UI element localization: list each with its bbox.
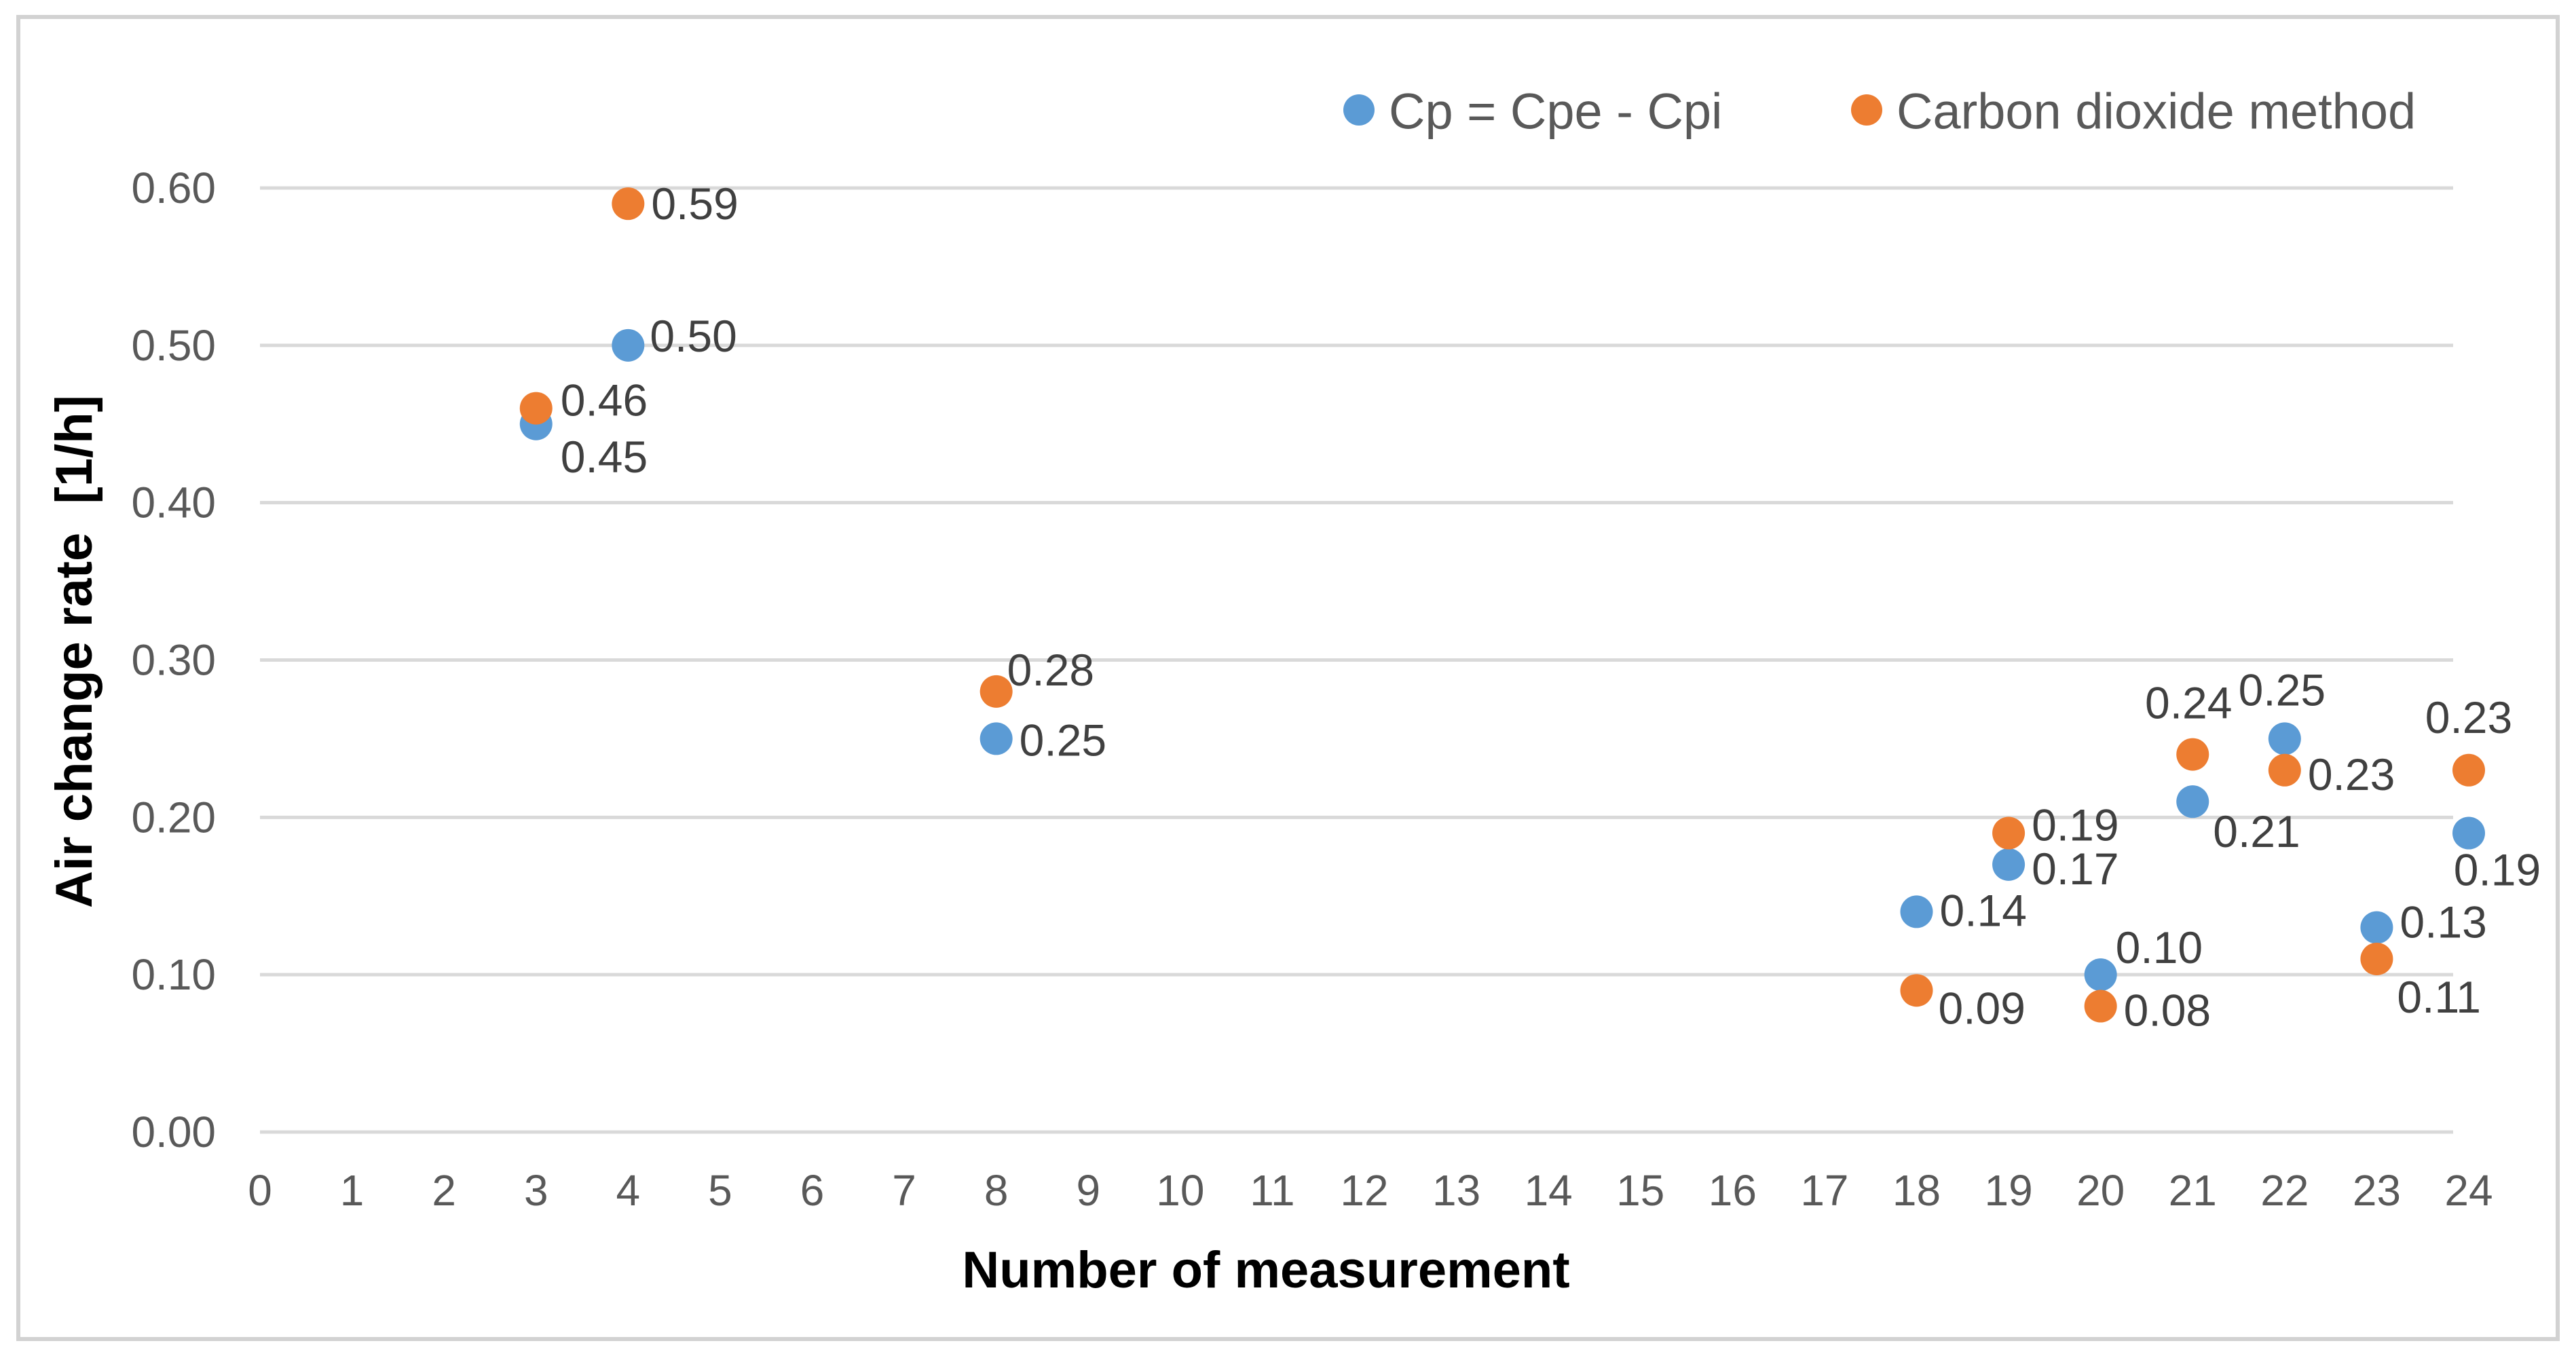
x-tick-label-22: 22 <box>2260 1166 2309 1215</box>
x-tick-label-14: 14 <box>1525 1166 1573 1215</box>
data-label-series2-x21: 0.24 <box>2145 678 2232 728</box>
x-tick-label-21: 21 <box>2169 1166 2217 1215</box>
x-tick-label-12: 12 <box>1340 1166 1388 1215</box>
x-tick-label-2: 2 <box>432 1166 456 1215</box>
legend-marker-co2-series <box>1851 94 1882 126</box>
data-label-series2-x23: 0.11 <box>2397 972 2481 1022</box>
data-label-series2-x18: 0.09 <box>1939 983 2026 1033</box>
x-tick-label-5: 5 <box>708 1166 732 1215</box>
y-tick-label-0.60: 0.60 <box>131 164 216 212</box>
data-label-series1-x8: 0.25 <box>1020 715 1106 765</box>
data-label-series1-x4: 0.50 <box>650 311 736 361</box>
data-point-series2-x22 <box>2268 753 2301 787</box>
x-tick-label-17: 17 <box>1800 1166 1848 1215</box>
data-label-series2-x20: 0.08 <box>2124 985 2211 1036</box>
data-label-series1-x19: 0.17 <box>2032 844 2118 894</box>
data-point-series1-x4 <box>612 328 645 362</box>
data-label-series1-x22: 0.25 <box>2239 664 2326 715</box>
data-label-series2-x3: 0.46 <box>561 375 648 426</box>
data-point-series1-x18 <box>1900 895 1933 928</box>
data-point-series2-x23 <box>2360 942 2393 975</box>
data-point-series2-x4 <box>612 187 645 221</box>
x-tick-label-20: 20 <box>2076 1166 2125 1215</box>
data-points-layer: 0.450.500.250.140.170.100.210.250.130.19… <box>519 178 2541 1036</box>
data-label-series1-x24: 0.19 <box>2454 845 2541 895</box>
data-point-series2-x20 <box>2084 990 2117 1023</box>
x-tick-label-6: 6 <box>800 1166 825 1215</box>
data-point-series1-x20 <box>2084 958 2117 992</box>
data-point-series1-x24 <box>2452 816 2485 850</box>
x-tick-label-11: 11 <box>1250 1166 1294 1215</box>
data-label-series1-x20: 0.10 <box>2116 922 2203 973</box>
data-label-series1-x23: 0.13 <box>2400 897 2486 947</box>
data-label-series2-x8: 0.28 <box>1007 645 1094 695</box>
data-point-series2-x24 <box>2452 753 2485 787</box>
data-point-series2-x3 <box>519 392 553 425</box>
legend-marker-cp-series <box>1343 94 1375 126</box>
y-tick-label-0.40: 0.40 <box>131 478 216 527</box>
x-tick-label-16: 16 <box>1709 1166 1757 1215</box>
data-point-series2-x19 <box>1992 816 2026 850</box>
x-tick-label-7: 7 <box>892 1166 916 1215</box>
data-label-series2-x4: 0.59 <box>651 178 738 229</box>
data-point-series1-x19 <box>1992 848 2026 881</box>
x-tick-label-18: 18 <box>1892 1166 1941 1215</box>
y-tick-label-0.50: 0.50 <box>131 321 216 370</box>
legend-label-co2-series: Carbon dioxide method <box>1897 83 2416 140</box>
chart-border <box>16 15 2560 1341</box>
data-point-series1-x21 <box>2176 785 2209 818</box>
data-label-series2-x24: 0.23 <box>2425 692 2512 742</box>
x-tick-label-15: 15 <box>1616 1166 1664 1215</box>
legend: Cp = Cpe - Cpi Carbon dioxide method <box>1343 83 2416 140</box>
data-label-series1-x3: 0.45 <box>561 432 648 482</box>
x-tick-label-3: 3 <box>524 1166 548 1215</box>
y-axis-title: Air change rate [1/h] <box>45 395 103 908</box>
y-tick-label-0.10: 0.10 <box>131 950 216 999</box>
x-tick-label-10: 10 <box>1156 1166 1204 1215</box>
y-tick-label-0.30: 0.30 <box>131 636 216 685</box>
x-tick-label-23: 23 <box>2353 1166 2401 1215</box>
x-tick-label-9: 9 <box>1076 1166 1100 1215</box>
x-tick-label-1: 1 <box>340 1166 365 1215</box>
x-tick-label-24: 24 <box>2444 1166 2493 1215</box>
x-axis-title: Number of measurement <box>962 1241 1569 1299</box>
x-axis-tick-labels: 0 1 2 3 4 5 6 7 8 9 10 11 12 13 14 15 16 17 18 19 20 21 22 23 24 <box>248 1166 2493 1215</box>
data-label-series2-x19: 0.19 <box>2032 800 2118 850</box>
x-tick-label-0: 0 <box>248 1166 272 1215</box>
legend-label-cp-series: Cp = Cpe - Cpi <box>1389 83 1722 140</box>
x-tick-label-8: 8 <box>984 1166 1009 1215</box>
data-label-series1-x21: 0.21 <box>2213 806 2300 856</box>
data-point-series1-x8 <box>979 722 1013 755</box>
data-point-series2-x18 <box>1900 974 1933 1007</box>
y-tick-label-0.20: 0.20 <box>131 793 216 842</box>
y-tick-label-0.00: 0.00 <box>131 1108 216 1156</box>
x-tick-label-13: 13 <box>1432 1166 1480 1215</box>
x-tick-label-19: 19 <box>1984 1166 2032 1215</box>
data-point-series2-x8 <box>979 675 1013 708</box>
data-point-series1-x23 <box>2360 911 2393 944</box>
data-point-series1-x22 <box>2268 722 2301 755</box>
x-tick-label-4: 4 <box>616 1166 641 1215</box>
data-label-series2-x22: 0.23 <box>2308 749 2395 799</box>
y-axis-tick-labels: 0.00 0.10 0.20 0.30 0.40 0.50 0.60 <box>131 164 216 1156</box>
data-label-series1-x18: 0.14 <box>1940 885 2027 935</box>
data-point-series2-x21 <box>2176 738 2209 771</box>
